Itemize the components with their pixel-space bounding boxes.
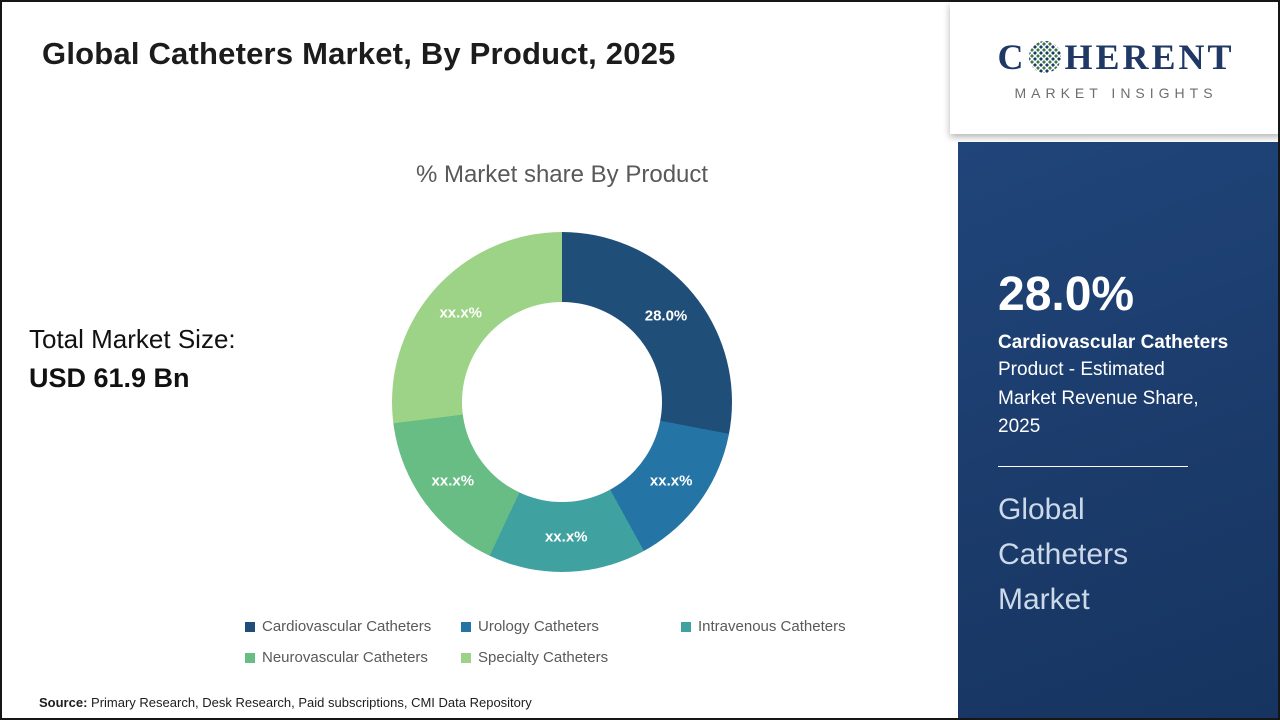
panel-body: 28.0% Cardiovascular Catheters Product -… — [958, 142, 1278, 718]
logo-subtitle: MARKET INSIGHTS — [1014, 84, 1218, 101]
legend-item: Specialty Catheters — [461, 649, 681, 666]
legend-label: Neurovascular Catheters — [262, 649, 428, 666]
slice-label: xx.x% — [439, 304, 483, 322]
stat-title: Cardiovascular Catheters — [998, 332, 1229, 353]
legend-swatch-icon — [461, 621, 471, 632]
donut-hole — [462, 302, 662, 502]
globe-icon — [1029, 40, 1062, 73]
slice-label: 28.0% — [644, 307, 688, 325]
legend-label: Specialty Catheters — [478, 649, 609, 666]
chart-title: % Market share By Product — [415, 161, 709, 188]
slice-label: xx.x% — [431, 472, 475, 490]
legend-label: Urology Catheters — [478, 618, 599, 635]
total-market-size: Total Market Size: USD 61.9 Bn — [29, 324, 236, 394]
logo: C HERENT MARKET INSIGHTS — [950, 2, 1278, 134]
legend-swatch-icon — [681, 621, 691, 632]
legend-item: Urology Catheters — [461, 618, 681, 635]
divider — [998, 465, 1188, 467]
legend-label: Intravenous Catheters — [698, 618, 846, 635]
page-title: Global Catheters Market, By Product, 202… — [42, 36, 676, 71]
legend-item: Neurovascular Catheters — [245, 649, 461, 666]
source-note: Source: Primary Research, Desk Research,… — [39, 695, 532, 710]
donut-chart: 28.0% xx.x% xx.x% xx.x% xx.x% — [392, 232, 732, 572]
stat-desc: Product - Estimated Market Revenue Share… — [998, 359, 1199, 437]
total-market-value: USD 61.9 Bn — [29, 363, 190, 393]
legend-label: Cardiovascular Catheters — [262, 618, 432, 635]
source-label: Source: — [39, 695, 88, 710]
panel-title: Global Catheters Market — [998, 492, 1129, 616]
legend-item: Intravenous Catheters — [681, 618, 846, 635]
logo-letters-rest: HERENT — [1064, 36, 1235, 77]
slice-label: xx.x% — [544, 528, 588, 546]
legend-item: Cardiovascular Catheters — [245, 618, 461, 635]
side-panel: C HERENT MARKET INSIGHTS 28.0% Cardiovasc… — [950, 2, 1278, 718]
source-text: Primary Research, Desk Research, Paid su… — [87, 695, 532, 710]
logo-letter-c: C — [997, 36, 1027, 77]
legend-swatch-icon — [245, 621, 255, 632]
chart-legend: Cardiovascular Catheters Urology Catheter… — [245, 618, 846, 666]
stat-value: 28.0% — [998, 268, 1135, 321]
total-market-label: Total Market Size: — [29, 324, 236, 354]
logo-wordmark: C HERENT — [997, 36, 1234, 78]
legend-swatch-icon — [461, 652, 471, 663]
slice-label: xx.x% — [649, 472, 693, 490]
legend-swatch-icon — [245, 652, 255, 663]
